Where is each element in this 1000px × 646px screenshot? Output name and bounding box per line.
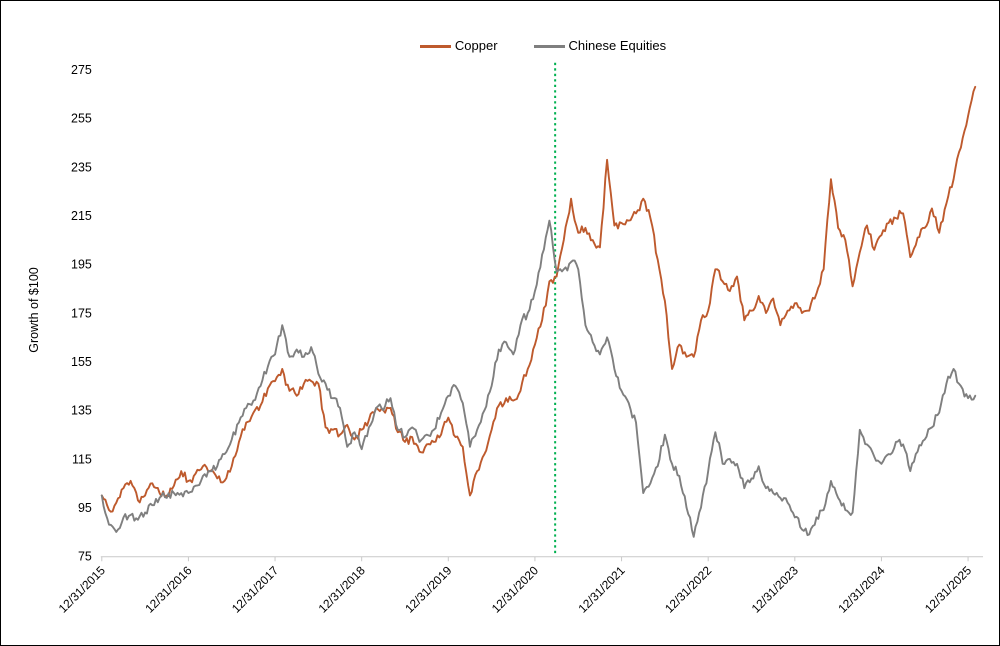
x-tick-label: 12/31/2017 bbox=[229, 563, 281, 615]
x-tick-label: 12/31/2019 bbox=[402, 563, 454, 615]
y-tick-label: 215 bbox=[71, 209, 92, 223]
x-tick-label: 12/31/2016 bbox=[142, 563, 194, 615]
x-tick-label: 12/31/2024 bbox=[835, 563, 887, 615]
y-tick-label: 255 bbox=[71, 112, 92, 126]
x-tick-label: 12/31/2022 bbox=[662, 563, 714, 615]
y-tick-label: 275 bbox=[71, 63, 92, 77]
x-tick-label: 12/31/2025 bbox=[922, 563, 974, 615]
x-tick-label: 12/31/2015 bbox=[56, 563, 108, 615]
x-tick-label: 12/31/2021 bbox=[575, 563, 627, 615]
chinese-equities-series-line bbox=[100, 219, 977, 538]
x-tick-label: 12/31/2018 bbox=[316, 563, 368, 615]
y-tick-label: 75 bbox=[78, 550, 92, 564]
y-tick-label: 235 bbox=[71, 160, 92, 174]
y-tick-label: 135 bbox=[71, 404, 92, 418]
copper-series-line bbox=[100, 85, 977, 513]
y-tick-label: 95 bbox=[78, 501, 92, 515]
x-tick-label: 12/31/2020 bbox=[489, 563, 541, 615]
y-axis-title: Growth of $100 bbox=[27, 267, 41, 353]
x-tick-label: 12/31/2023 bbox=[749, 563, 801, 615]
y-tick-label: 175 bbox=[71, 306, 92, 320]
y-tick-label: 115 bbox=[72, 452, 92, 466]
y-tick-label: 195 bbox=[71, 258, 92, 272]
y-tick-label: 155 bbox=[71, 355, 92, 369]
